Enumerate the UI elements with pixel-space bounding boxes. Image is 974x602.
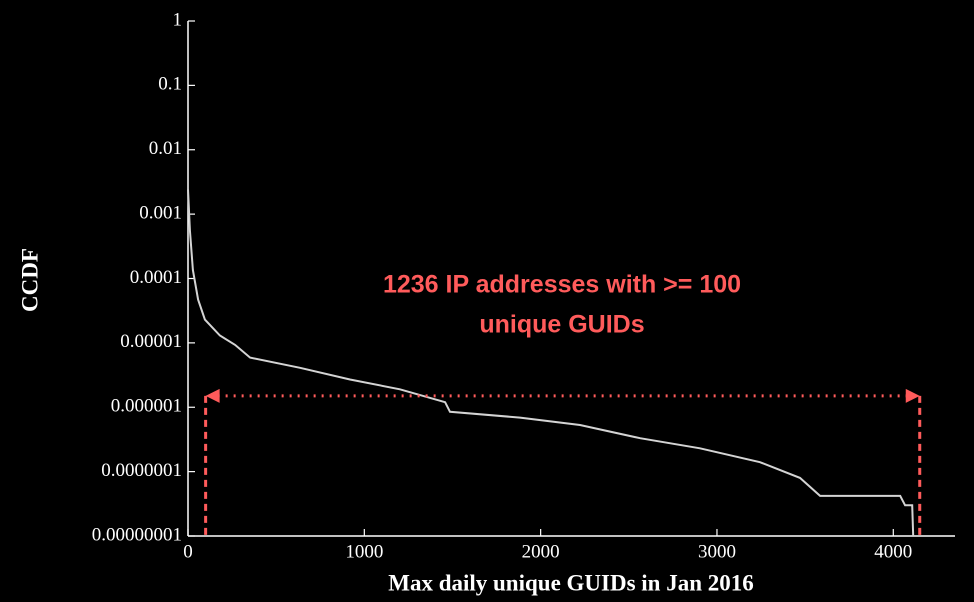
y-axis-title: CCDF: [17, 248, 42, 312]
y-tick-label: 1: [173, 9, 183, 30]
y-tick-label: 0.00001: [120, 331, 182, 352]
ccdf-line: [187, 189, 915, 537]
y-tick-label: 0.000001: [111, 396, 182, 417]
x-tick-label: 3000: [698, 541, 736, 562]
x-tick-label: 0: [183, 541, 193, 562]
x-tick-label: 4000: [874, 541, 912, 562]
annotation-text: unique GUIDs: [479, 311, 644, 339]
y-tick-label: 0.001: [139, 202, 182, 223]
x-tick-label: 2000: [522, 541, 560, 562]
annotation-arrow-right: [905, 388, 920, 403]
y-tick-label: 0.0001: [130, 267, 182, 288]
x-tick-label: 1000: [345, 541, 383, 562]
y-tick-label: 0.0000001: [101, 460, 182, 481]
y-tick-label: 0.1: [158, 74, 182, 95]
y-tick-label: 0.00000001: [92, 524, 182, 545]
annotation-arrow-left: [205, 388, 220, 403]
y-tick-label: 0.01: [149, 138, 182, 159]
x-axis-title: Max daily unique GUIDs in Jan 2016: [388, 570, 754, 595]
annotation-text: 1236 IP addresses with >= 100: [383, 271, 741, 299]
